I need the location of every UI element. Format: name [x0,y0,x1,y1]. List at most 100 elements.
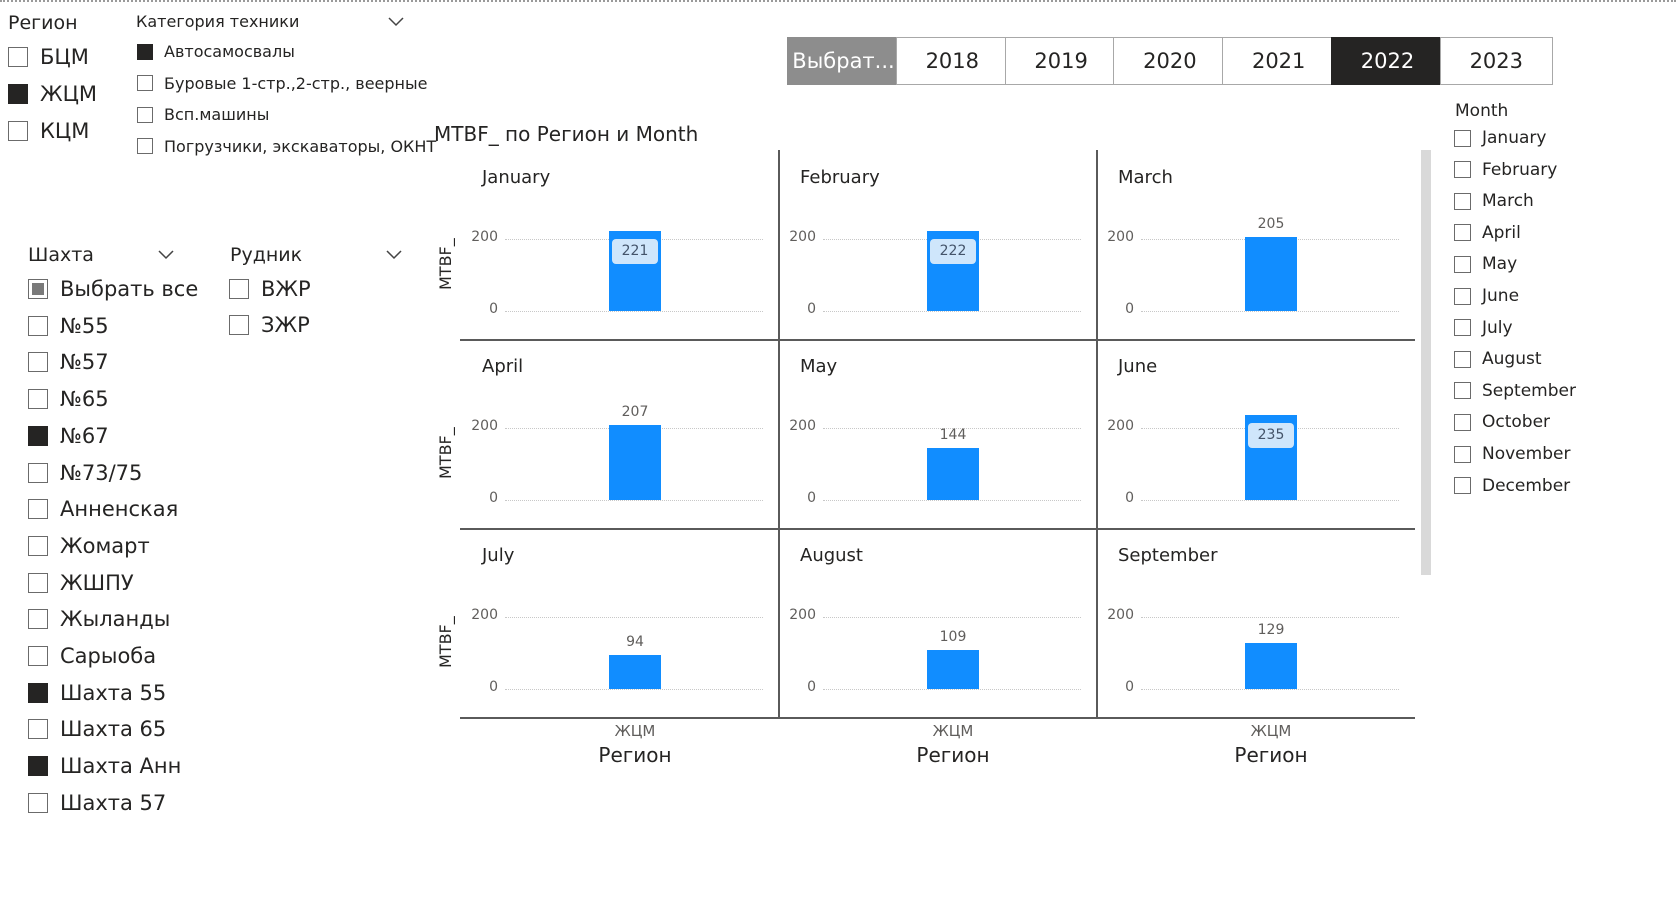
checkbox[interactable] [28,499,48,520]
checkbox[interactable] [137,106,153,123]
checkbox[interactable] [28,572,48,593]
month-option[interactable]: May [1454,254,1517,274]
checkbox[interactable] [28,462,48,483]
checkbox[interactable] [28,756,48,777]
gridline [823,428,1081,429]
report-top-border [0,0,1676,2]
bar[interactable] [1245,642,1297,689]
checkbox[interactable] [229,315,249,335]
bar[interactable] [927,649,979,689]
chevron-down-icon[interactable] [158,250,174,260]
checkbox[interactable] [229,279,249,299]
month-option[interactable]: September [1454,381,1576,401]
checkbox[interactable] [28,389,48,410]
category-option[interactable]: Погрузчики, экскаваторы, ОКНТ [137,137,436,156]
shaft-option[interactable]: Сарыоба [28,644,156,668]
category-option[interactable]: Буровые 1-стр.,2-стр., веерные [137,74,427,93]
checkbox[interactable] [137,75,153,91]
checkbox[interactable] [28,425,48,446]
shaft-option[interactable]: Выбрать все [28,277,198,301]
checkbox[interactable] [1454,382,1471,400]
shaft-option[interactable]: ЖШПУ [28,571,134,595]
category-option[interactable]: Автосамосвалы [137,42,295,61]
month-option[interactable]: April [1454,223,1521,243]
shaft-option[interactable]: Анненская [28,497,178,521]
checkbox[interactable] [28,352,48,373]
shaft-option[interactable]: №73/75 [28,461,142,485]
checkbox[interactable] [1454,319,1471,337]
checkbox[interactable] [1454,224,1471,242]
month-option[interactable]: November [1454,444,1570,464]
checkbox[interactable] [28,719,48,740]
year-button[interactable]: 2022 [1331,37,1444,85]
month-option[interactable]: October [1454,412,1550,432]
bar[interactable] [927,448,979,500]
shaft-option[interactable]: №55 [28,314,109,338]
checkbox[interactable] [1454,161,1471,179]
shaft-option[interactable]: №57 [28,350,109,374]
checkbox[interactable] [28,609,48,630]
checkbox[interactable] [28,792,48,813]
checkbox[interactable] [1454,129,1471,147]
checkbox[interactable] [28,279,48,299]
shaft-option[interactable]: №65 [28,387,109,411]
shaft-option[interactable]: Шахта 57 [28,791,166,815]
bar[interactable] [609,425,661,500]
item-label: Буровые 1-стр.,2-стр., веерные [164,73,428,93]
year-button[interactable]: 2020 [1113,37,1227,85]
y-tick-label: 0 [807,490,816,506]
month-option[interactable]: February [1454,160,1557,180]
checkbox[interactable] [28,682,48,703]
month-option[interactable]: March [1454,191,1534,211]
checkbox[interactable] [28,535,48,556]
checkbox[interactable] [1454,477,1471,495]
checkbox[interactable] [137,138,153,154]
checkbox[interactable] [8,47,28,67]
year-button[interactable]: 2019 [1004,37,1118,85]
bar[interactable] [609,655,661,689]
chevron-down-icon[interactable] [388,17,404,27]
shaft-option[interactable]: №67 [28,424,109,448]
chart-scrollbar[interactable] [1421,150,1431,575]
category-option[interactable]: Всп.машины [137,105,269,124]
year-button[interactable]: 2018 [895,37,1009,85]
region-option[interactable]: КЦМ [8,119,89,143]
year-button[interactable]: 2021 [1222,37,1336,85]
month-option[interactable]: June [1454,286,1519,306]
shaft-option[interactable]: Жомарт [28,534,150,558]
month-option[interactable]: July [1454,318,1513,338]
mine-option[interactable]: ЗЖР [229,313,310,337]
region-option[interactable]: БЦМ [8,45,89,69]
year-button[interactable]: Выбрат... [787,37,900,85]
month-option[interactable]: December [1454,476,1570,496]
checkbox[interactable] [8,84,28,104]
year-button[interactable]: 2023 [1439,37,1553,85]
region-option[interactable]: ЖЦМ [8,82,97,106]
chevron-down-icon[interactable] [386,250,402,260]
checkbox[interactable] [1454,255,1471,273]
checkbox[interactable] [1454,445,1471,463]
panel-title: May [800,356,838,377]
y-axis-title: MTBF_ [436,238,455,290]
y-tick-label: 200 [471,418,498,434]
y-tick-label: 0 [807,679,816,695]
bar[interactable] [1245,237,1297,311]
shaft-option[interactable]: Шахта 55 [28,681,166,705]
checkbox[interactable] [8,121,28,141]
month-option[interactable]: January [1454,128,1546,148]
item-label: July [1482,317,1513,338]
checkbox[interactable] [1454,413,1471,431]
checkbox[interactable] [28,315,48,336]
checkbox[interactable] [1454,287,1471,305]
item-label: Жыланды [60,607,171,632]
checkbox[interactable] [1454,350,1471,368]
month-option[interactable]: August [1454,349,1542,369]
mine-option[interactable]: ВЖР [229,277,311,301]
checkbox[interactable] [137,43,153,60]
shaft-option[interactable]: Шахта Анн [28,754,181,778]
shaft-option[interactable]: Жыланды [28,607,170,631]
shaft-option[interactable]: Шахта 65 [28,717,166,741]
gridline [1141,689,1399,690]
checkbox[interactable] [1454,192,1471,210]
checkbox[interactable] [28,646,48,666]
